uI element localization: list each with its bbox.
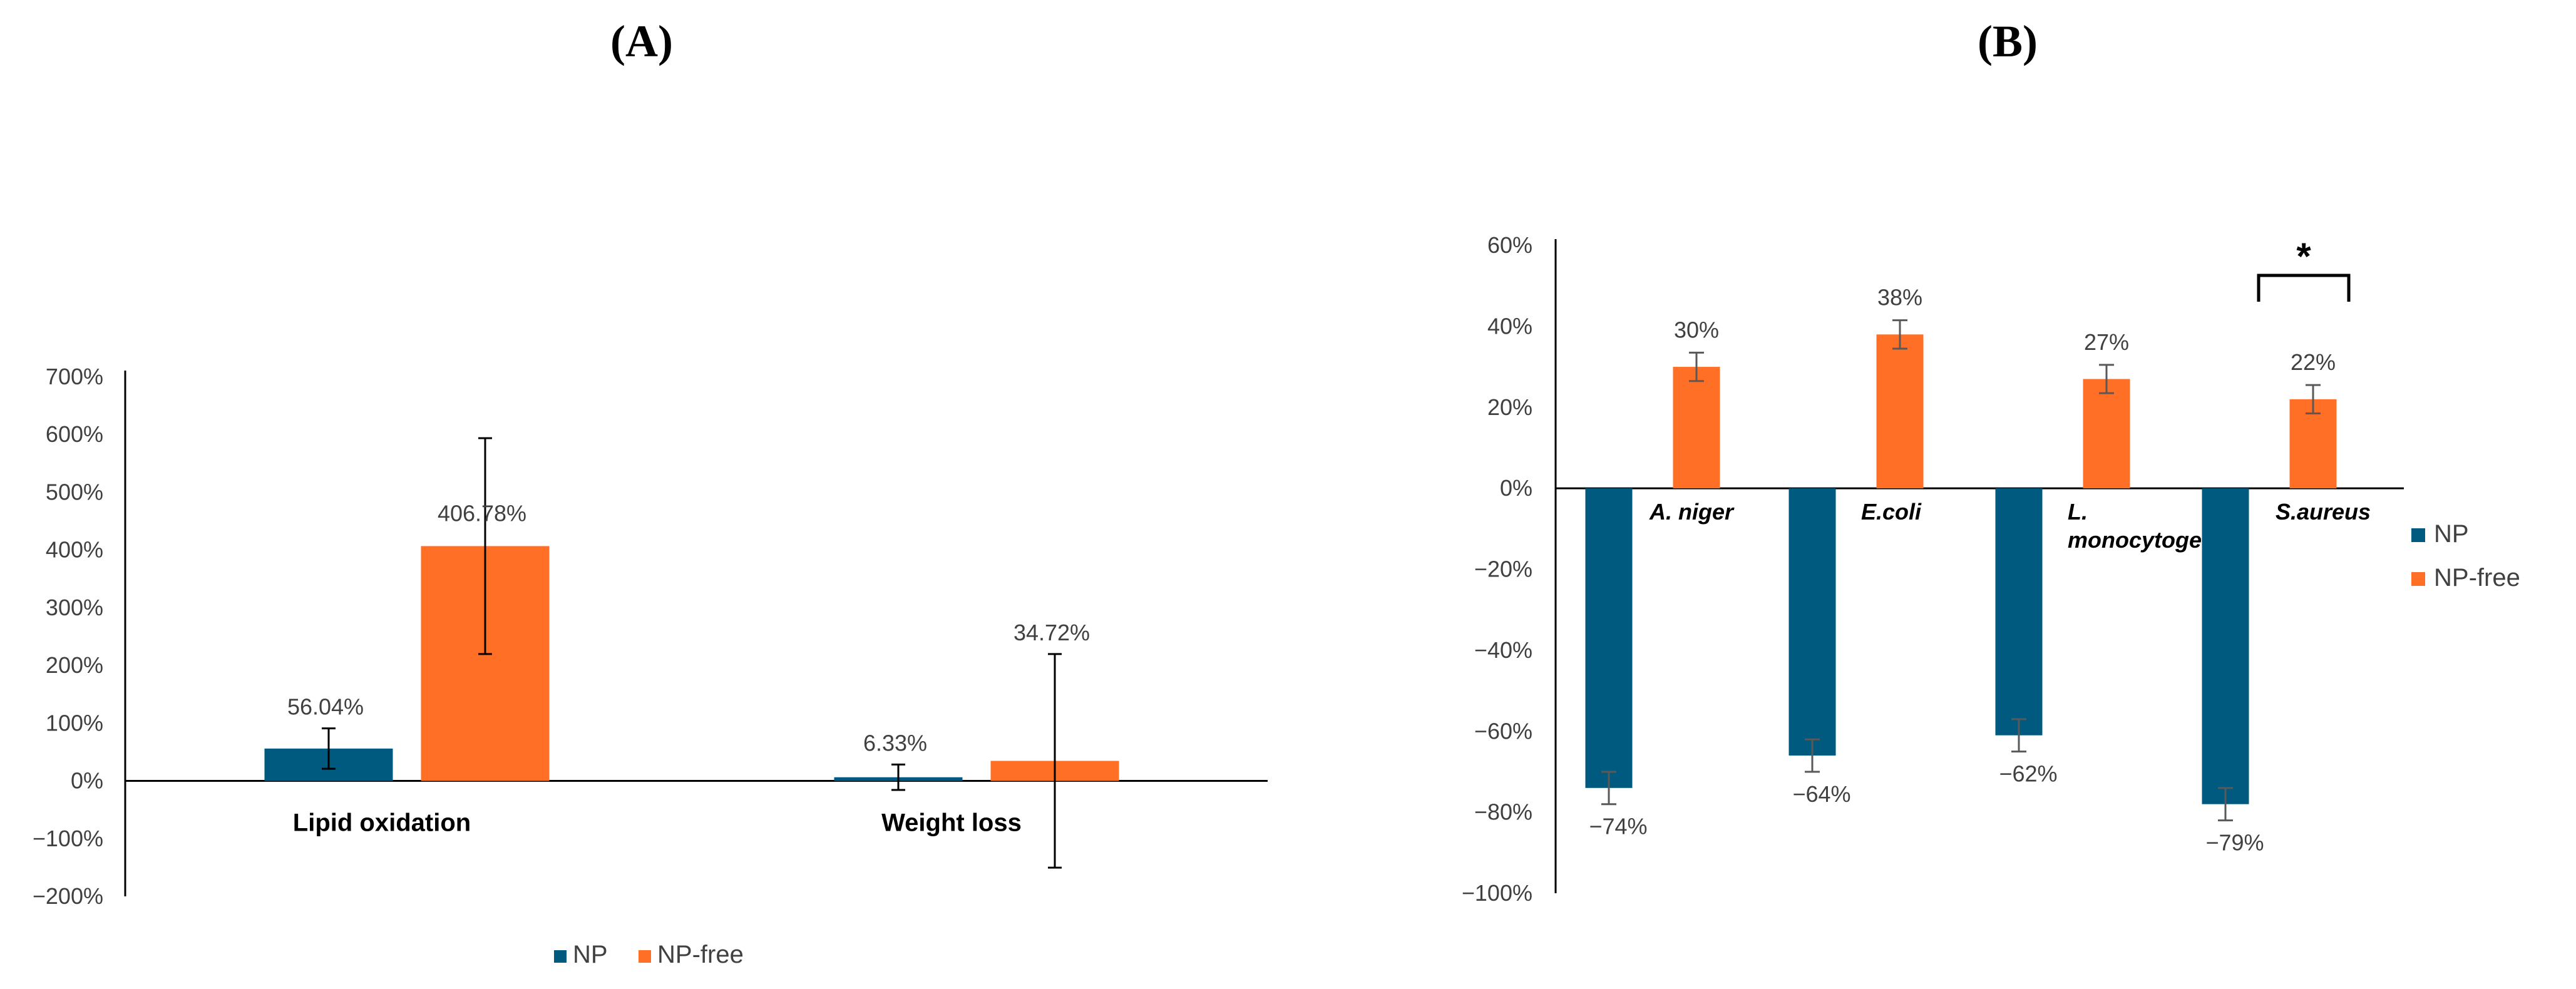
y-tick-label-b: 60%	[1487, 232, 1532, 258]
category-label-b: A. niger	[1649, 499, 1735, 525]
y-tick-label-b: −80%	[1474, 799, 1532, 825]
data-label-a: 6.33%	[863, 730, 927, 756]
y-tick-label-a: 300%	[46, 595, 103, 620]
data-label-b: −79%	[2205, 830, 2264, 856]
category-label-b: E.coli	[1861, 499, 1922, 525]
data-label-b: 22%	[2291, 349, 2336, 375]
legend-label-a: NP-free	[657, 941, 744, 968]
bar-b-np	[2202, 488, 2249, 804]
y-tick-label-a: −100%	[33, 826, 103, 851]
y-tick-label-b: −20%	[1474, 556, 1532, 582]
category-label-b: S.aureus	[2276, 499, 2371, 525]
data-label-b: 27%	[2084, 329, 2129, 355]
chart-b: 60% 40% 20% 0% −20% −40% −60% −80% −100% −74% 30% A…	[1462, 232, 2520, 906]
data-label-b: −62%	[1999, 761, 2057, 787]
category-label-a: Lipid oxidation	[293, 809, 471, 837]
y-tick-label-b: 40%	[1487, 313, 1532, 339]
bar-b-np	[1995, 488, 2043, 735]
data-label-b: 30%	[1674, 317, 1719, 342]
y-tick-label-a: 500%	[46, 479, 103, 505]
legend-swatch-a	[554, 950, 567, 963]
legend-swatch-b	[2411, 572, 2425, 586]
legend-swatch-b	[2411, 528, 2425, 542]
data-label-a: 406.78%	[438, 500, 526, 526]
legend-label-a: NP	[573, 941, 608, 968]
legend-swatch-a	[639, 950, 651, 963]
panel-label-a: (A)	[610, 16, 673, 66]
y-tick-label-a: 700%	[46, 364, 103, 389]
bar-b-np-free	[1673, 367, 1720, 489]
chart-a: 700% 600% 500% 400% 300% 200% 100% 0% −100% −200%…	[33, 364, 1268, 968]
category-label-b: L.	[2068, 499, 2088, 525]
y-tick-label-a: 0%	[71, 768, 103, 794]
data-label-a: 56.04%	[287, 694, 364, 720]
y-tick-label-b: 20%	[1487, 394, 1532, 420]
data-label-b: −64%	[1792, 781, 1850, 807]
y-tick-label-a: 200%	[46, 652, 103, 678]
y-tick-label-a: 400%	[46, 537, 103, 563]
data-label-a: 34.72%	[1013, 620, 1090, 645]
legend-label-b: NP-free	[2434, 564, 2520, 592]
legend-label-b: NP	[2434, 520, 2469, 548]
data-label-b: −74%	[1589, 814, 1647, 839]
y-tick-label-b: −60%	[1474, 718, 1532, 744]
data-label-b: 38%	[1877, 285, 1922, 310]
bar-b-np-free	[1876, 334, 1924, 489]
bar-b-np-free	[2083, 379, 2130, 489]
y-tick-label-b: −100%	[1462, 880, 1532, 906]
y-tick-label-b: −40%	[1474, 637, 1532, 663]
category-label-a: Weight loss	[881, 809, 1022, 837]
panel-label-b: (B)	[1978, 16, 2038, 66]
y-tick-label-b: 0%	[1500, 475, 1532, 501]
significance-bracket	[2257, 274, 2351, 302]
y-tick-label-a: 600%	[46, 421, 103, 447]
y-tick-label-a: 100%	[46, 710, 103, 735]
significance-star: *	[2296, 235, 2311, 277]
bar-b-np	[1788, 488, 1836, 756]
y-tick-label-a: −200%	[33, 883, 103, 909]
bar-b-np	[1585, 488, 1633, 788]
